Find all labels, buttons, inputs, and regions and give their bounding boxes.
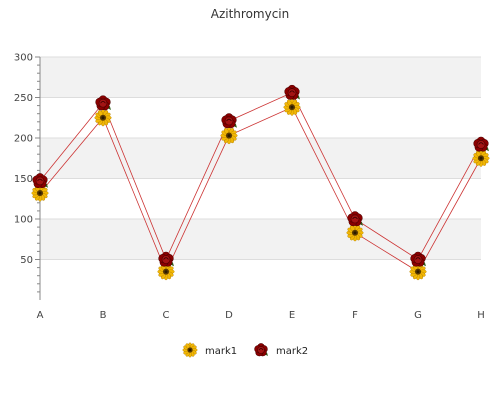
rose-icon: [254, 343, 268, 357]
grid-band: [40, 138, 481, 179]
legend-label-mark2: mark2: [276, 346, 308, 357]
data-point-mark1: [409, 263, 427, 281]
grid-band: [40, 57, 481, 98]
chart-title: Azithromycin: [211, 7, 290, 21]
x-tick-label: G: [414, 310, 422, 321]
y-tick-label: 100: [14, 215, 33, 226]
x-tick-label: F: [352, 310, 358, 321]
data-point-mark1: [283, 98, 301, 116]
y-tick-label: 250: [14, 93, 33, 104]
data-point-mark2: [32, 173, 48, 189]
x-tick-label: H: [477, 310, 485, 321]
grid-bands: [40, 56, 481, 260]
data-point-mark1: [220, 127, 238, 145]
y-tick-label: 300: [14, 53, 33, 64]
data-point-mark1: [157, 263, 175, 281]
sunflower-icon: [182, 342, 198, 358]
data-point-mark1: [472, 149, 490, 167]
data-point-mark2: [473, 136, 489, 152]
data-point-mark2: [95, 95, 111, 111]
data-point-mark1: [94, 109, 112, 127]
legend: mark1 mark2: [182, 342, 308, 358]
data-point-mark2: [221, 113, 237, 129]
x-tick-label: D: [225, 310, 233, 321]
x-tick-label: C: [163, 310, 170, 321]
y-tick-label: 200: [14, 134, 33, 145]
legend-label-mark1: mark1: [205, 346, 237, 357]
data-point-mark2: [284, 84, 300, 100]
series-lines: [39, 92, 482, 273]
x-tick-label: A: [37, 310, 44, 321]
data-point-mark2: [158, 251, 174, 267]
y-tick-label: 50: [20, 255, 33, 266]
y-tick-label: 150: [14, 174, 33, 185]
x-tick-label: E: [289, 310, 295, 321]
series-line-mark1: [39, 106, 482, 273]
x-tick-label: B: [100, 310, 107, 321]
series-markers: [31, 84, 490, 281]
series-line-mark2: [39, 92, 482, 261]
data-point-mark2: [347, 211, 363, 227]
data-point-mark2: [410, 251, 426, 267]
